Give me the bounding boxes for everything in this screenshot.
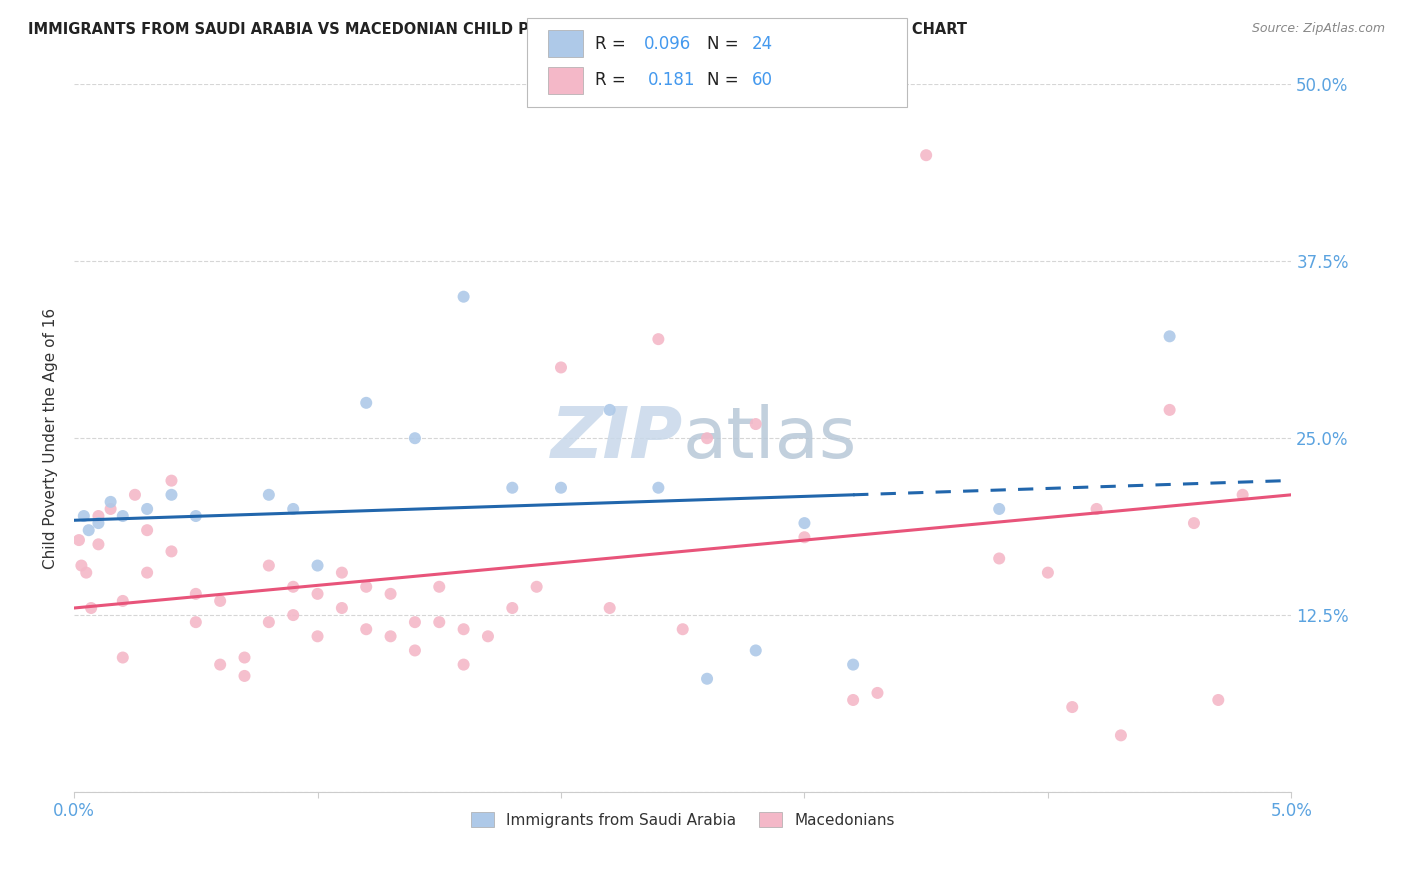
Text: 0.096: 0.096	[644, 35, 692, 53]
Point	[501, 601, 523, 615]
Point	[257, 615, 280, 629]
Point	[1208, 693, 1230, 707]
Point	[380, 629, 402, 643]
Point	[988, 551, 1011, 566]
Point	[1182, 516, 1205, 530]
Point	[184, 587, 207, 601]
Text: 60: 60	[752, 71, 773, 89]
Text: atlas: atlas	[683, 404, 858, 473]
Point	[307, 587, 329, 601]
Y-axis label: Child Poverty Under the Age of 16: Child Poverty Under the Age of 16	[44, 308, 58, 569]
Point	[745, 643, 768, 657]
Text: Source: ZipAtlas.com: Source: ZipAtlas.com	[1251, 22, 1385, 36]
Point	[209, 594, 232, 608]
Point	[80, 601, 103, 615]
Point	[111, 594, 134, 608]
Point	[404, 643, 426, 657]
Point	[1036, 566, 1059, 580]
Point	[330, 566, 353, 580]
Point	[793, 530, 815, 544]
Point	[453, 657, 475, 672]
Point	[283, 580, 305, 594]
Point	[1085, 502, 1108, 516]
Point	[136, 523, 159, 537]
Point	[696, 431, 718, 445]
Point	[136, 566, 159, 580]
Point	[354, 580, 377, 594]
Point	[550, 481, 572, 495]
Text: R =: R =	[595, 71, 636, 89]
Text: 24: 24	[752, 35, 773, 53]
Point	[257, 488, 280, 502]
Point	[453, 622, 475, 636]
Point	[160, 488, 183, 502]
Point	[160, 474, 183, 488]
Text: IMMIGRANTS FROM SAUDI ARABIA VS MACEDONIAN CHILD POVERTY UNDER THE AGE OF 16 COR: IMMIGRANTS FROM SAUDI ARABIA VS MACEDONI…	[28, 22, 967, 37]
Point	[599, 601, 621, 615]
Point	[124, 488, 146, 502]
Text: R =: R =	[595, 35, 631, 53]
Text: ZIP: ZIP	[551, 404, 683, 473]
Point	[988, 502, 1011, 516]
Point	[427, 615, 450, 629]
Point	[160, 544, 183, 558]
Point	[233, 669, 256, 683]
Point	[70, 558, 93, 573]
Text: N =: N =	[707, 35, 744, 53]
Point	[745, 417, 768, 431]
Point	[330, 601, 353, 615]
Point	[67, 533, 90, 547]
Point	[404, 615, 426, 629]
Point	[75, 566, 97, 580]
Point	[696, 672, 718, 686]
Point	[842, 657, 865, 672]
Point	[866, 686, 889, 700]
Point	[283, 608, 305, 623]
Point	[233, 650, 256, 665]
Point	[647, 332, 669, 346]
Point	[647, 481, 669, 495]
Point	[87, 516, 110, 530]
Point	[111, 650, 134, 665]
Point	[915, 148, 938, 162]
Point	[354, 396, 377, 410]
Point	[1109, 728, 1132, 742]
Point	[354, 622, 377, 636]
Point	[136, 502, 159, 516]
Point	[307, 558, 329, 573]
Point	[501, 481, 523, 495]
Text: 0.181: 0.181	[648, 71, 696, 89]
Point	[453, 290, 475, 304]
Point	[73, 509, 96, 524]
Point	[100, 495, 122, 509]
Point	[526, 580, 548, 594]
Point	[87, 537, 110, 551]
Point	[672, 622, 695, 636]
Point	[77, 523, 100, 537]
Point	[477, 629, 499, 643]
Point	[1062, 700, 1084, 714]
Point	[111, 509, 134, 524]
Point	[209, 657, 232, 672]
Point	[550, 360, 572, 375]
Point	[404, 431, 426, 445]
Point	[87, 509, 110, 524]
Point	[380, 587, 402, 601]
Point	[599, 403, 621, 417]
Point	[1159, 329, 1181, 343]
Point	[427, 580, 450, 594]
Point	[842, 693, 865, 707]
Point	[307, 629, 329, 643]
Point	[1159, 403, 1181, 417]
Legend: Immigrants from Saudi Arabia, Macedonians: Immigrants from Saudi Arabia, Macedonian…	[465, 805, 901, 834]
Point	[1232, 488, 1254, 502]
Point	[100, 502, 122, 516]
Point	[184, 509, 207, 524]
Point	[283, 502, 305, 516]
Point	[184, 615, 207, 629]
Point	[793, 516, 815, 530]
Text: N =: N =	[707, 71, 744, 89]
Point	[257, 558, 280, 573]
